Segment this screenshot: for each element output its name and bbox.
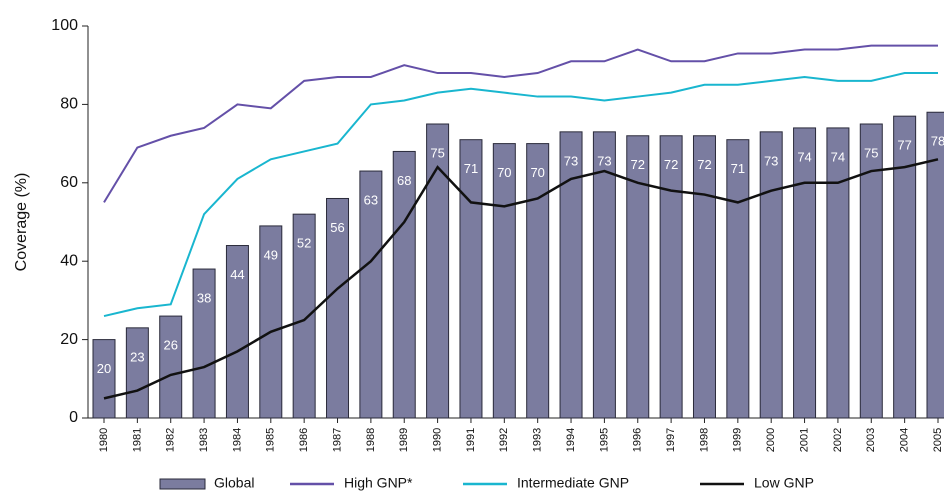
bar — [526, 143, 550, 419]
value-label: 74 — [797, 149, 811, 164]
bar — [192, 268, 216, 419]
y-tick-label: 20 — [60, 331, 78, 348]
value-label: 56 — [330, 220, 344, 235]
bar — [326, 197, 350, 419]
bar — [759, 131, 783, 419]
value-label: 23 — [130, 349, 144, 364]
value-label: 52 — [297, 236, 311, 251]
value-label: 78 — [931, 134, 944, 149]
bar — [793, 127, 817, 419]
x-tick-label: 2003 — [865, 428, 877, 452]
x-tick-label: 2000 — [765, 428, 777, 452]
legend-label: Global — [214, 475, 254, 491]
x-tick-label: 1998 — [698, 428, 710, 452]
bar — [426, 123, 450, 419]
line — [103, 44, 938, 203]
value-label: 72 — [631, 157, 645, 172]
value-label: 72 — [697, 157, 711, 172]
x-tick-label: 2001 — [798, 428, 810, 452]
value-label: 74 — [831, 149, 845, 164]
value-label: 73 — [764, 153, 778, 168]
x-tick-label: 1983 — [198, 428, 210, 452]
legend-label: Intermediate GNP — [517, 475, 629, 491]
bar — [459, 139, 483, 419]
y-tick-label: 0 — [69, 409, 78, 426]
x-tick-label: 1997 — [665, 428, 677, 452]
bar — [392, 150, 416, 419]
legend-swatch — [159, 478, 206, 490]
x-tick-label: 1980 — [98, 428, 110, 452]
bar — [92, 339, 116, 419]
bar — [159, 315, 183, 419]
line — [103, 158, 939, 400]
x-tick-label: 1990 — [432, 428, 444, 452]
x-tick-label: 1988 — [365, 428, 377, 452]
x-tick-label: 1993 — [532, 428, 544, 452]
x-tick-label: 1995 — [598, 428, 610, 452]
line — [103, 72, 938, 318]
bar — [125, 327, 149, 419]
x-tick-label: 1989 — [398, 428, 410, 452]
bar — [659, 135, 683, 419]
x-tick-label: 1992 — [498, 428, 510, 452]
y-tick-label: 80 — [60, 96, 78, 113]
x-tick-label: 1999 — [732, 428, 744, 452]
bar — [592, 131, 616, 419]
bar — [826, 127, 850, 419]
x-tick-label: 2002 — [832, 428, 844, 452]
y-axis-label: Coverage (%) — [13, 173, 30, 272]
value-label: 68 — [397, 173, 411, 188]
bar — [926, 111, 944, 419]
bar — [259, 225, 283, 419]
value-label: 73 — [564, 153, 578, 168]
value-label: 49 — [264, 247, 278, 262]
bar — [626, 135, 650, 419]
value-label: 71 — [731, 161, 745, 176]
bar — [859, 123, 883, 419]
bar — [893, 115, 917, 419]
x-tick-label: 1991 — [465, 428, 477, 452]
x-tick-label: 1985 — [265, 428, 277, 452]
y-tick-label: 60 — [60, 174, 78, 191]
value-label: 77 — [897, 138, 911, 153]
x-tick-label: 1996 — [632, 428, 644, 452]
bar — [225, 245, 249, 419]
legend-label: Low GNP — [754, 475, 814, 491]
value-label: 73 — [597, 153, 611, 168]
value-label: 20 — [97, 361, 111, 376]
legend-label: High GNP* — [344, 475, 413, 491]
value-label: 75 — [430, 145, 444, 160]
x-tick-label: 1994 — [565, 428, 577, 452]
x-tick-label: 1986 — [298, 428, 310, 452]
x-tick-label: 2005 — [932, 428, 944, 452]
value-label: 71 — [464, 161, 478, 176]
bar — [359, 170, 383, 419]
bar — [559, 131, 583, 419]
x-tick-label: 1981 — [131, 428, 143, 452]
x-tick-label: 1984 — [231, 428, 243, 452]
value-label: 70 — [530, 165, 544, 180]
x-tick-label: 2004 — [899, 428, 911, 452]
value-label: 26 — [163, 338, 177, 353]
value-label: 44 — [230, 267, 244, 282]
value-label: 72 — [664, 157, 678, 172]
bar — [692, 135, 716, 419]
value-label: 70 — [497, 165, 511, 180]
value-label: 63 — [364, 192, 378, 207]
value-label: 75 — [864, 145, 878, 160]
bar — [292, 213, 316, 419]
x-tick-label: 1987 — [331, 428, 343, 452]
y-tick-label: 100 — [51, 17, 78, 34]
x-tick-label: 1982 — [165, 428, 177, 452]
value-label: 38 — [197, 290, 211, 305]
bar — [492, 143, 516, 419]
bar — [726, 139, 750, 419]
y-tick-label: 40 — [60, 252, 78, 269]
